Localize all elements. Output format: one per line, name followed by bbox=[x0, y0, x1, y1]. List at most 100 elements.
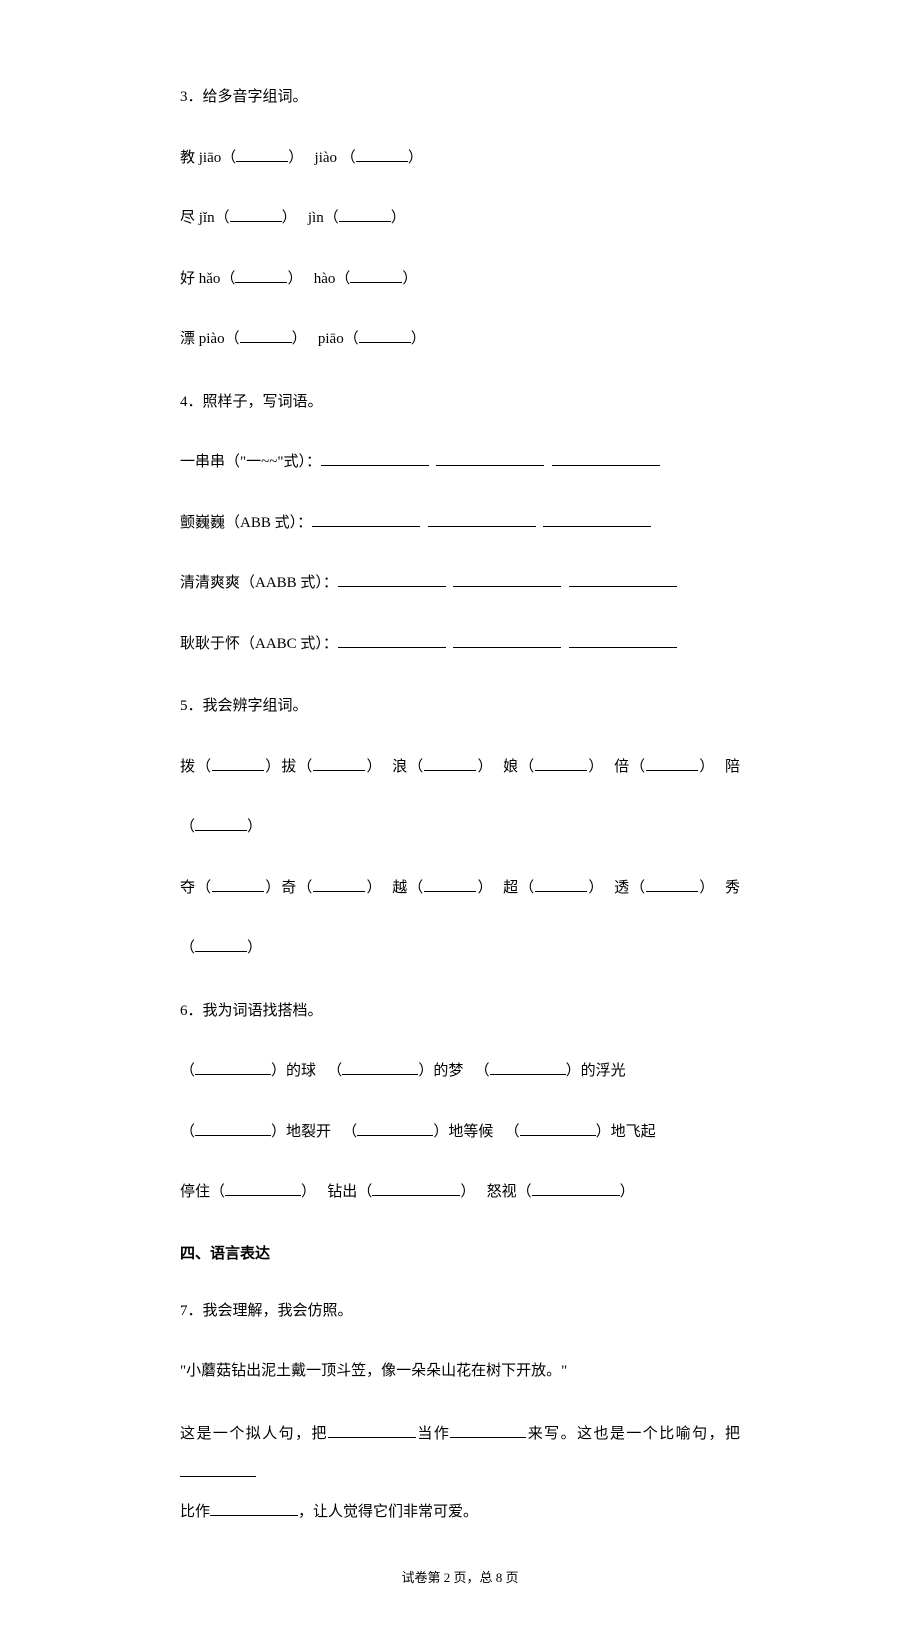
question-7: 7．我会理解，我会仿照。 "小蘑菇钻出泥土戴一顶斗笠，像一朵朵山花在树下开放。"… bbox=[180, 1294, 740, 1532]
blank[interactable] bbox=[195, 1059, 271, 1076]
section-4-title: 四、语言表达 bbox=[180, 1242, 740, 1266]
q3-title: 3．给多音字组词。 bbox=[180, 80, 740, 115]
q6-title: 6．我为词语找搭档。 bbox=[180, 994, 740, 1029]
q5-char: 拔 bbox=[281, 759, 297, 775]
q7-title: 7．我会理解，我会仿照。 bbox=[180, 1294, 740, 1329]
blank[interactable] bbox=[195, 815, 247, 832]
blank[interactable] bbox=[646, 754, 698, 771]
blank[interactable] bbox=[428, 510, 536, 527]
blank[interactable] bbox=[313, 875, 365, 892]
q6-suffix: 的球 bbox=[286, 1063, 316, 1079]
blank[interactable] bbox=[453, 571, 561, 588]
q5-char: 倍 bbox=[614, 759, 630, 775]
blank[interactable] bbox=[490, 1059, 566, 1076]
blank[interactable] bbox=[313, 754, 365, 771]
blank[interactable] bbox=[535, 754, 587, 771]
blank[interactable] bbox=[212, 875, 264, 892]
blank[interactable] bbox=[195, 1119, 271, 1136]
q6-suffix: 的浮光 bbox=[581, 1063, 626, 1079]
blank[interactable] bbox=[424, 875, 476, 892]
q3-row-0: 教 jiāo（） jiào （） bbox=[180, 141, 740, 176]
question-3: 3．给多音字组词。 教 jiāo（） jiào （） 尽 jǐn（） jìn（）… bbox=[180, 80, 740, 357]
q5-char: 秀 bbox=[725, 880, 740, 896]
q4-label: 颤巍巍（ABB 式）： bbox=[180, 515, 312, 531]
blank[interactable] bbox=[532, 1180, 620, 1197]
blank[interactable] bbox=[453, 631, 561, 648]
blank[interactable] bbox=[350, 266, 402, 283]
blank[interactable] bbox=[312, 510, 420, 527]
blank[interactable] bbox=[236, 145, 288, 162]
q6-prefix: 钻出 bbox=[327, 1184, 357, 1200]
q3-char: 尽 bbox=[180, 210, 195, 226]
q6-prefix: 怒视 bbox=[487, 1184, 517, 1200]
q4-row-0: 一串串（"一~~"式）： bbox=[180, 445, 740, 480]
q4-row-1: 颤巍巍（ABB 式）： bbox=[180, 506, 740, 541]
blank[interactable] bbox=[342, 1059, 418, 1076]
q7-text: 这是一个拟人句，把 bbox=[180, 1426, 328, 1442]
blank[interactable] bbox=[359, 327, 411, 344]
q5-char: 透 bbox=[614, 880, 630, 896]
blank[interactable] bbox=[450, 1421, 526, 1438]
blank[interactable] bbox=[646, 875, 698, 892]
footer-page: 试卷第 2 页，总 8 页 bbox=[401, 1570, 518, 1585]
blank[interactable] bbox=[210, 1499, 298, 1516]
q3-p1: hǎo bbox=[199, 271, 221, 287]
q5-char: 娘 bbox=[503, 759, 519, 775]
blank[interactable] bbox=[436, 450, 544, 467]
blank[interactable] bbox=[424, 754, 476, 771]
blank[interactable] bbox=[180, 1460, 256, 1477]
q7-text: 比作 bbox=[180, 1504, 210, 1520]
q3-char: 好 bbox=[180, 271, 195, 287]
question-4: 4．照样子，写词语。 一串串（"一~~"式）： 颤巍巍（ABB 式）： 清清爽爽… bbox=[180, 385, 740, 662]
q7-text: 当作 bbox=[416, 1426, 450, 1442]
q5-char: 夺 bbox=[180, 880, 196, 896]
blank[interactable] bbox=[569, 571, 677, 588]
blank[interactable] bbox=[230, 206, 282, 223]
blank[interactable] bbox=[372, 1180, 460, 1197]
q5-char: 拨 bbox=[180, 759, 196, 775]
question-6: 6．我为词语找搭档。 （）的球 （）的梦 （）的浮光 （）地裂开 （）地等候 （… bbox=[180, 994, 740, 1210]
q3-row-2: 好 hǎo（） hào（） bbox=[180, 262, 740, 297]
blank[interactable] bbox=[569, 631, 677, 648]
q4-title: 4．照样子，写词语。 bbox=[180, 385, 740, 420]
q5-char: 超 bbox=[503, 880, 519, 896]
q3-p2: jiào bbox=[315, 150, 338, 166]
q7-text: ，让人觉得它们非常可爱。 bbox=[298, 1504, 478, 1520]
q4-label: 清清爽爽（AABB 式）： bbox=[180, 575, 338, 591]
blank[interactable] bbox=[520, 1119, 596, 1136]
blank[interactable] bbox=[535, 875, 587, 892]
blank[interactable] bbox=[225, 1180, 301, 1197]
q5-char: 陪 bbox=[725, 759, 740, 775]
q3-row-1: 尽 jǐn（） jìn（） bbox=[180, 201, 740, 236]
blank[interactable] bbox=[339, 206, 391, 223]
q6-row-1: （）的球 （）的梦 （）的浮光 bbox=[180, 1054, 740, 1089]
q5-char: 浪 bbox=[392, 759, 408, 775]
q6-suffix: 地裂开 bbox=[286, 1124, 331, 1140]
blank[interactable] bbox=[338, 571, 446, 588]
question-5: 5．我会辨字组词。 拨（）拔（） 浪（） 娘（） 倍（） 陪 （） 夺（）奇（）… bbox=[180, 689, 740, 966]
q6-suffix: 的梦 bbox=[433, 1063, 463, 1079]
q3-p1: piào bbox=[199, 331, 225, 347]
blank[interactable] bbox=[235, 266, 287, 283]
blank[interactable] bbox=[240, 327, 292, 344]
q3-char: 教 bbox=[180, 150, 195, 166]
blank[interactable] bbox=[338, 631, 446, 648]
q5-title: 5．我会辨字组词。 bbox=[180, 689, 740, 724]
q6-row-2: （）地裂开 （）地等候 （）地飞起 bbox=[180, 1115, 740, 1150]
blank[interactable] bbox=[552, 450, 660, 467]
blank[interactable] bbox=[357, 1119, 433, 1136]
blank[interactable] bbox=[543, 510, 651, 527]
blank[interactable] bbox=[195, 936, 247, 953]
q4-label: 一串串（"一~~"式）： bbox=[180, 454, 321, 470]
q6-prefix: 停住 bbox=[180, 1184, 210, 1200]
q3-p2: hào bbox=[314, 271, 336, 287]
blank[interactable] bbox=[328, 1421, 416, 1438]
blank[interactable] bbox=[356, 145, 408, 162]
q3-p2: jìn bbox=[308, 210, 324, 226]
blank[interactable] bbox=[212, 754, 264, 771]
blank[interactable] bbox=[321, 450, 429, 467]
q5-row-2b: （） bbox=[180, 931, 740, 966]
q5-row-2: 夺（）奇（） 越（） 超（） 透（） 秀 bbox=[180, 871, 740, 906]
q7-text: 来写。这也是一个比喻句，把 bbox=[526, 1426, 740, 1442]
q3-p1: jǐn bbox=[199, 210, 215, 226]
